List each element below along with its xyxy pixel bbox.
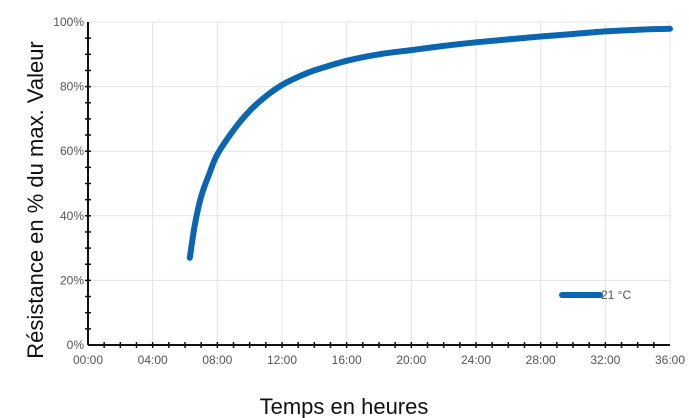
series-group [186,25,673,261]
x-tick-label: 32:00 [590,353,620,367]
x-tick-label: 12:00 [267,353,297,367]
x-tick-label: 24:00 [461,353,491,367]
x-tick-label: 04:00 [138,353,168,367]
y-tick-label: 40% [60,209,84,223]
x-tick-label: 08:00 [202,353,232,367]
x-axis-ticks: 00:00 04:00 08:00 12:00 16:00 20:00 24:00 28:00… [73,353,685,367]
x-tick-label: 20:00 [396,353,426,367]
series-line [186,25,673,261]
x-axis-title: Temps en heures [260,394,429,418]
grid [88,21,671,345]
legend-label: 21 °C [601,288,631,302]
y-tick-label: 60% [60,144,84,158]
x-tick-label: 36:00 [655,353,685,367]
y-axis-ticks: 0% 20% 40% 60% 80% 100% [53,15,84,352]
y-tick-label: 100% [53,15,84,29]
axes [85,22,670,348]
y-tick-label: 0% [67,338,85,352]
y-tick-label: 80% [60,80,84,94]
x-tick-label: 00:00 [73,353,103,367]
x-tick-label: 16:00 [332,353,362,367]
y-axis-title: Résistance en % du max. Valeur [23,41,48,359]
legend: 21 °C [559,288,631,302]
x-tick-label: 28:00 [526,353,556,367]
y-tick-label: 20% [60,273,84,287]
